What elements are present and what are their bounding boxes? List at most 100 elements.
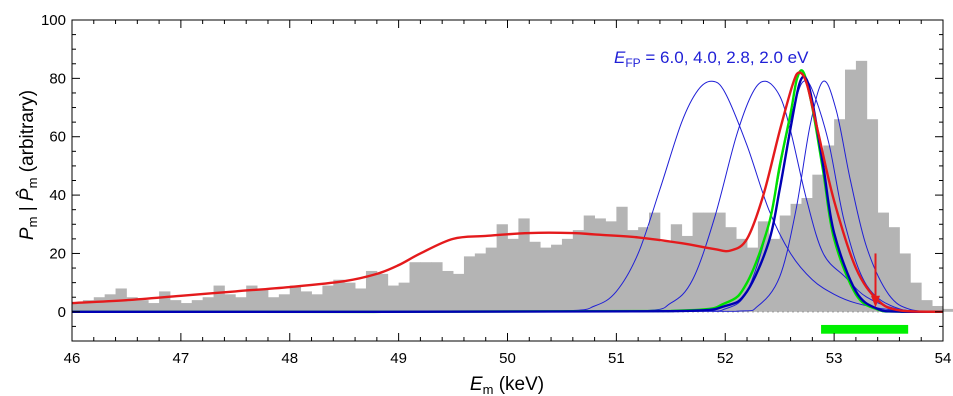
histogram-bar: [627, 230, 639, 312]
histogram-bar: [463, 256, 476, 312]
histogram-bar: [257, 288, 269, 312]
histogram-bar: [551, 244, 563, 312]
histogram-bar: [736, 238, 748, 312]
histogram-bar: [93, 297, 106, 312]
histogram-bar: [768, 238, 781, 312]
histogram-bar: [561, 238, 574, 312]
histogram-bar: [224, 294, 236, 312]
histogram-bar: [344, 282, 356, 312]
histogram-bar: [289, 285, 302, 312]
histogram-bar: [605, 221, 617, 312]
histogram-bar: [267, 297, 280, 312]
y-axis-label-s2: m: [25, 178, 40, 189]
histogram-bar: [779, 215, 791, 312]
histogram-bar: [834, 119, 846, 312]
y-axis-label-p2: P̂: [16, 188, 38, 201]
x-tick-label: 46: [64, 350, 81, 367]
y-tick-label: 0: [58, 304, 66, 321]
histogram-bar: [670, 224, 683, 312]
histogram-bar: [246, 285, 258, 312]
series-line-red-thick-0: [71, 71, 944, 314]
y-tick-label: 100: [41, 12, 66, 29]
plot-area: [71, 60, 953, 334]
x-axis-label-main: E: [470, 374, 483, 395]
histogram-bar: [649, 212, 661, 312]
histogram-bar: [583, 215, 595, 312]
x-axis-label: Em (keV): [470, 374, 544, 396]
histogram-bar: [692, 212, 704, 312]
histogram-bar: [790, 203, 802, 312]
x-axis-label-rest: (keV): [493, 374, 544, 395]
y-axis-label-p1: P: [17, 227, 38, 240]
histogram-bar: [888, 227, 900, 312]
histogram-bar: [409, 262, 421, 312]
y-axis-label-sep: |: [17, 201, 38, 217]
histogram-bar: [496, 224, 508, 312]
histogram-bar: [376, 273, 389, 312]
histogram-bar: [398, 282, 410, 312]
histogram-bar: [703, 212, 715, 312]
histogram-bar: [801, 198, 813, 312]
histogram-bar: [311, 294, 323, 312]
histogram-bar: [845, 69, 857, 312]
annotation-efp-rest: = 6.0, 4.0, 2.8, 2.0 eV: [641, 48, 809, 67]
x-axis-label-sub: m: [483, 382, 494, 396]
histogram-bar: [355, 288, 367, 312]
range-bar: [821, 324, 909, 334]
histogram-bar: [322, 285, 334, 312]
x-tick-label: 54: [935, 350, 952, 367]
histogram-bar: [823, 145, 835, 312]
y-tick-label: 20: [49, 245, 66, 262]
histogram-bar: [159, 291, 171, 312]
histogram-bar: [757, 221, 770, 312]
histogram-bar: [82, 300, 95, 312]
histogram-bar: [191, 300, 204, 312]
x-tick-label: 49: [390, 350, 407, 367]
annotation-efp-main: E: [614, 48, 626, 67]
histogram-bar: [910, 282, 922, 312]
histogram-bar: [616, 206, 628, 312]
x-tick-label: 52: [717, 350, 734, 367]
axes: 46 47 48 49 50 51 52 53 54 0 20 40 60 80 100: [41, 12, 951, 367]
histogram-bar: [594, 218, 606, 312]
y-axis-label-s1: m: [25, 217, 40, 228]
histogram-bar: [681, 235, 693, 312]
histogram-bar: [169, 300, 182, 312]
x-tick-label: 53: [826, 350, 843, 367]
histogram-bar: [104, 294, 116, 312]
series-line-blue-thin-3: [71, 80, 944, 313]
histogram-bar: [866, 119, 879, 312]
histogram-bar: [877, 212, 889, 312]
histogram-bar: [300, 291, 312, 312]
x-tick-label: 47: [173, 350, 190, 367]
histogram-bar: [529, 241, 541, 312]
histogram-bar: [507, 238, 519, 312]
histogram-bar: [365, 270, 378, 312]
histogram-bar: [540, 247, 552, 312]
x-tick-label: 48: [281, 350, 298, 367]
y-tick-label: 60: [49, 129, 66, 146]
histogram-bar: [638, 227, 650, 312]
histogram-bar: [725, 227, 737, 312]
histogram-bar: [899, 253, 911, 312]
y-axis-label: Pm | P̂m (arbitrary): [16, 90, 40, 240]
histogram-bar: [855, 60, 868, 312]
histogram-bar: [943, 308, 953, 312]
histogram-bar: [278, 294, 291, 312]
histogram-bar: [485, 247, 498, 312]
histogram-bar: [137, 300, 149, 312]
histogram-bar: [474, 253, 487, 312]
histogram-bar: [932, 305, 944, 312]
annotation-efp-sub: FP: [625, 56, 640, 70]
x-tick-label: 51: [608, 350, 625, 367]
y-axis-label-rest: (arbitrary): [17, 90, 38, 178]
y-tick-label: 80: [49, 70, 66, 87]
histogram-bar: [431, 262, 443, 312]
histogram-bar: [72, 303, 84, 312]
histogram-bar: [148, 303, 160, 312]
x-tick-label: 50: [499, 350, 516, 367]
y-tick-label: 40: [49, 187, 66, 204]
histogram-bar: [714, 212, 726, 312]
histogram-bar: [921, 300, 933, 312]
